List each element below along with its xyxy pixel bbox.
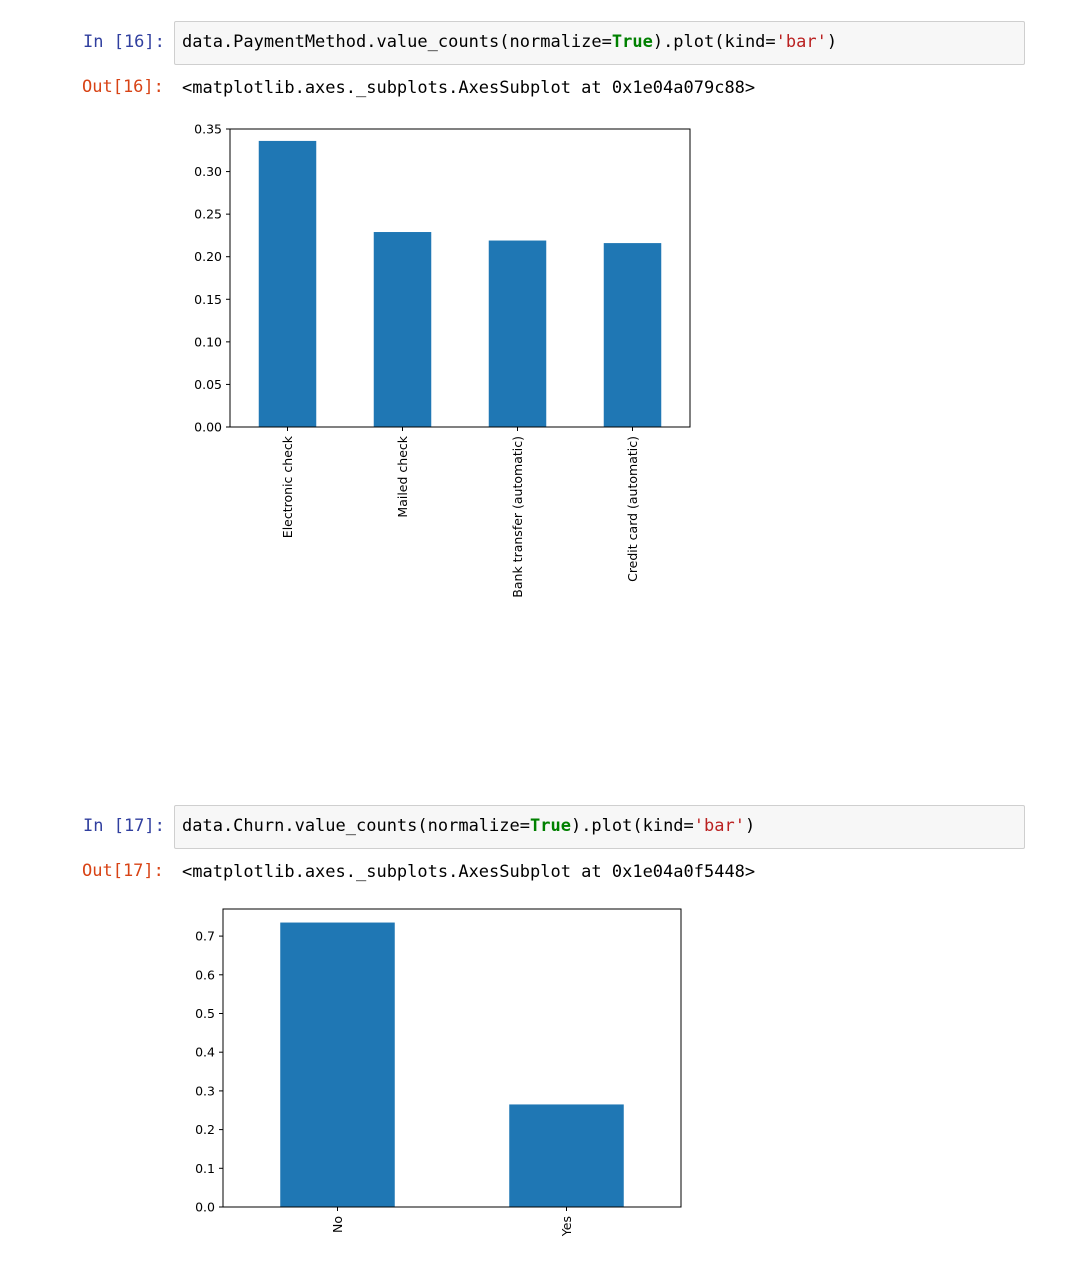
in-prompt-16: In [16]: (83, 32, 165, 52)
axes-frame (229, 128, 691, 428)
bar (488, 240, 547, 427)
x-tick-label: Electronic check (280, 435, 295, 538)
y-tick-label: 0.20 (194, 249, 222, 264)
in-prompt-17: In [17]: (83, 816, 165, 836)
code-string: 'bar' (693, 816, 745, 836)
x-tick-label: Bank transfer (automatic) (510, 436, 525, 598)
y-tick-label: 0.05 (194, 377, 222, 392)
output-text-17: <matplotlib.axes._subplots.AxesSubplot a… (182, 862, 756, 882)
code-token: ) (744, 816, 756, 836)
y-tick-label: 0.25 (194, 207, 222, 222)
code-string: 'bar' (775, 32, 827, 52)
code-text-17: data.Churn.value_counts(normalize=True).… (182, 816, 755, 836)
x-tick-label: Credit card (automatic) (625, 436, 640, 582)
code-token: ) (826, 32, 838, 52)
code-token: ).plot(kind= (652, 32, 776, 52)
bar (373, 232, 432, 427)
y-tick-label: 0.10 (194, 334, 222, 349)
code-keyword: True (530, 816, 571, 836)
x-tick-label: Mailed check (395, 435, 410, 517)
bar (603, 243, 662, 427)
code-token: data.Churn.value_counts(normalize= (182, 816, 530, 836)
y-tick-label: 0.30 (194, 164, 222, 179)
code-cell-16[interactable]: data.PaymentMethod.value_counts(normaliz… (174, 21, 1025, 65)
out-prompt-16: Out[16]: (82, 77, 164, 97)
code-token: data.PaymentMethod.value_counts(normaliz… (182, 32, 612, 52)
out-prompt-17: Out[17]: (82, 861, 164, 881)
code-keyword: True (611, 32, 653, 52)
code-cell-17[interactable]: data.Churn.value_counts(normalize=True).… (174, 805, 1025, 849)
y-tick-label: 0.35 (194, 122, 222, 137)
bar (258, 140, 317, 428)
output-text-16: <matplotlib.axes._subplots.AxesSubplot a… (182, 78, 756, 98)
y-tick-label: 0.15 (194, 292, 222, 307)
code-text-16: data.PaymentMethod.value_counts(normaliz… (182, 32, 837, 52)
code-token: ).plot(kind= (570, 816, 694, 836)
y-tick-label: 0.00 (194, 420, 222, 435)
